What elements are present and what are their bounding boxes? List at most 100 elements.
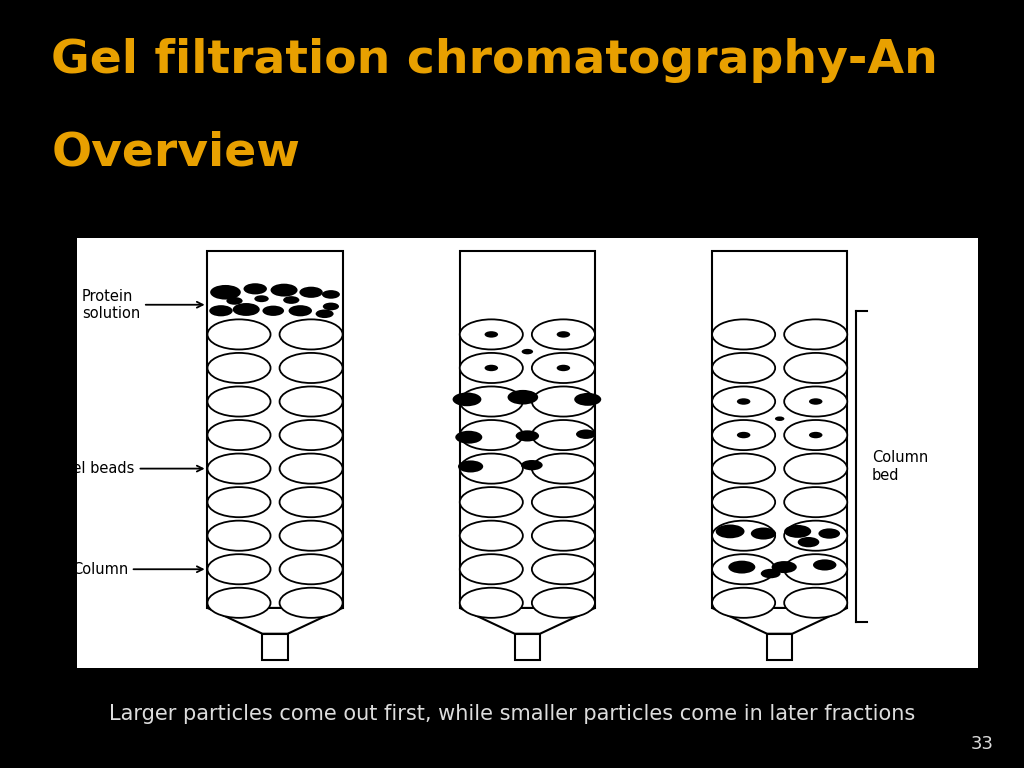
Circle shape xyxy=(280,554,343,584)
Circle shape xyxy=(557,365,570,371)
Circle shape xyxy=(208,487,270,517)
Text: Larger particles come out first, while smaller particles come in later fractions: Larger particles come out first, while s… xyxy=(109,704,915,724)
Circle shape xyxy=(784,554,847,584)
Circle shape xyxy=(775,416,784,421)
Circle shape xyxy=(798,537,819,548)
Circle shape xyxy=(784,588,847,617)
Bar xyxy=(515,634,540,660)
Circle shape xyxy=(284,296,299,304)
Circle shape xyxy=(460,521,523,551)
Circle shape xyxy=(456,431,482,444)
Circle shape xyxy=(712,319,775,349)
Circle shape xyxy=(531,521,595,551)
Circle shape xyxy=(818,528,840,538)
Bar xyxy=(767,634,793,660)
Circle shape xyxy=(751,528,776,540)
Circle shape xyxy=(226,297,243,305)
Circle shape xyxy=(508,390,539,405)
Bar xyxy=(460,251,595,608)
Circle shape xyxy=(716,525,744,538)
Text: Gel beads: Gel beads xyxy=(61,461,203,476)
Circle shape xyxy=(280,454,343,484)
Circle shape xyxy=(453,392,481,406)
Circle shape xyxy=(208,386,270,416)
Circle shape xyxy=(208,353,270,383)
Circle shape xyxy=(784,420,847,450)
Circle shape xyxy=(712,554,775,584)
Circle shape xyxy=(784,353,847,383)
Circle shape xyxy=(813,559,837,571)
Circle shape xyxy=(208,454,270,484)
Circle shape xyxy=(728,561,756,574)
Circle shape xyxy=(208,588,270,617)
Text: Column
bed: Column bed xyxy=(871,450,928,482)
Text: 33: 33 xyxy=(971,735,993,753)
Circle shape xyxy=(280,386,343,416)
Circle shape xyxy=(574,393,601,406)
Circle shape xyxy=(280,521,343,551)
Bar xyxy=(712,251,847,608)
Circle shape xyxy=(521,349,534,354)
Circle shape xyxy=(809,399,822,405)
Circle shape xyxy=(737,399,751,405)
Circle shape xyxy=(244,283,267,294)
Polygon shape xyxy=(208,608,343,634)
Circle shape xyxy=(712,420,775,450)
Circle shape xyxy=(299,286,323,298)
Circle shape xyxy=(280,588,343,617)
Circle shape xyxy=(712,353,775,383)
Circle shape xyxy=(460,319,523,349)
Circle shape xyxy=(460,386,523,416)
Circle shape xyxy=(280,353,343,383)
Circle shape xyxy=(484,331,498,338)
Circle shape xyxy=(712,588,775,617)
Text: Overview: Overview xyxy=(51,131,300,176)
Circle shape xyxy=(460,353,523,383)
Circle shape xyxy=(516,430,539,442)
Circle shape xyxy=(784,487,847,517)
Circle shape xyxy=(531,386,595,416)
Polygon shape xyxy=(712,608,847,634)
Circle shape xyxy=(484,365,498,371)
Circle shape xyxy=(531,353,595,383)
Circle shape xyxy=(531,454,595,484)
Circle shape xyxy=(458,461,483,472)
Circle shape xyxy=(460,454,523,484)
Circle shape xyxy=(712,454,775,484)
Text: Protein
solution: Protein solution xyxy=(82,289,203,321)
Circle shape xyxy=(315,310,334,318)
Circle shape xyxy=(784,454,847,484)
Text: Column: Column xyxy=(72,561,203,577)
Circle shape xyxy=(254,295,268,302)
Circle shape xyxy=(208,554,270,584)
Circle shape xyxy=(232,303,260,316)
Polygon shape xyxy=(460,608,595,634)
Circle shape xyxy=(712,386,775,416)
Circle shape xyxy=(771,561,797,573)
Circle shape xyxy=(262,306,284,316)
Circle shape xyxy=(208,319,270,349)
Circle shape xyxy=(208,521,270,551)
Circle shape xyxy=(460,554,523,584)
FancyBboxPatch shape xyxy=(77,238,978,668)
Circle shape xyxy=(761,569,780,578)
Circle shape xyxy=(289,305,312,316)
Circle shape xyxy=(531,554,595,584)
Circle shape xyxy=(784,386,847,416)
Circle shape xyxy=(323,303,339,310)
Circle shape xyxy=(322,290,340,299)
Circle shape xyxy=(531,319,595,349)
Circle shape xyxy=(557,331,570,338)
Circle shape xyxy=(531,420,595,450)
Circle shape xyxy=(280,319,343,349)
Circle shape xyxy=(270,283,298,296)
Circle shape xyxy=(784,525,811,538)
Circle shape xyxy=(521,460,543,470)
Circle shape xyxy=(737,432,751,439)
Circle shape xyxy=(460,487,523,517)
Circle shape xyxy=(784,319,847,349)
Circle shape xyxy=(809,432,822,439)
Circle shape xyxy=(209,305,232,316)
Bar xyxy=(262,634,288,660)
Bar xyxy=(208,251,343,608)
